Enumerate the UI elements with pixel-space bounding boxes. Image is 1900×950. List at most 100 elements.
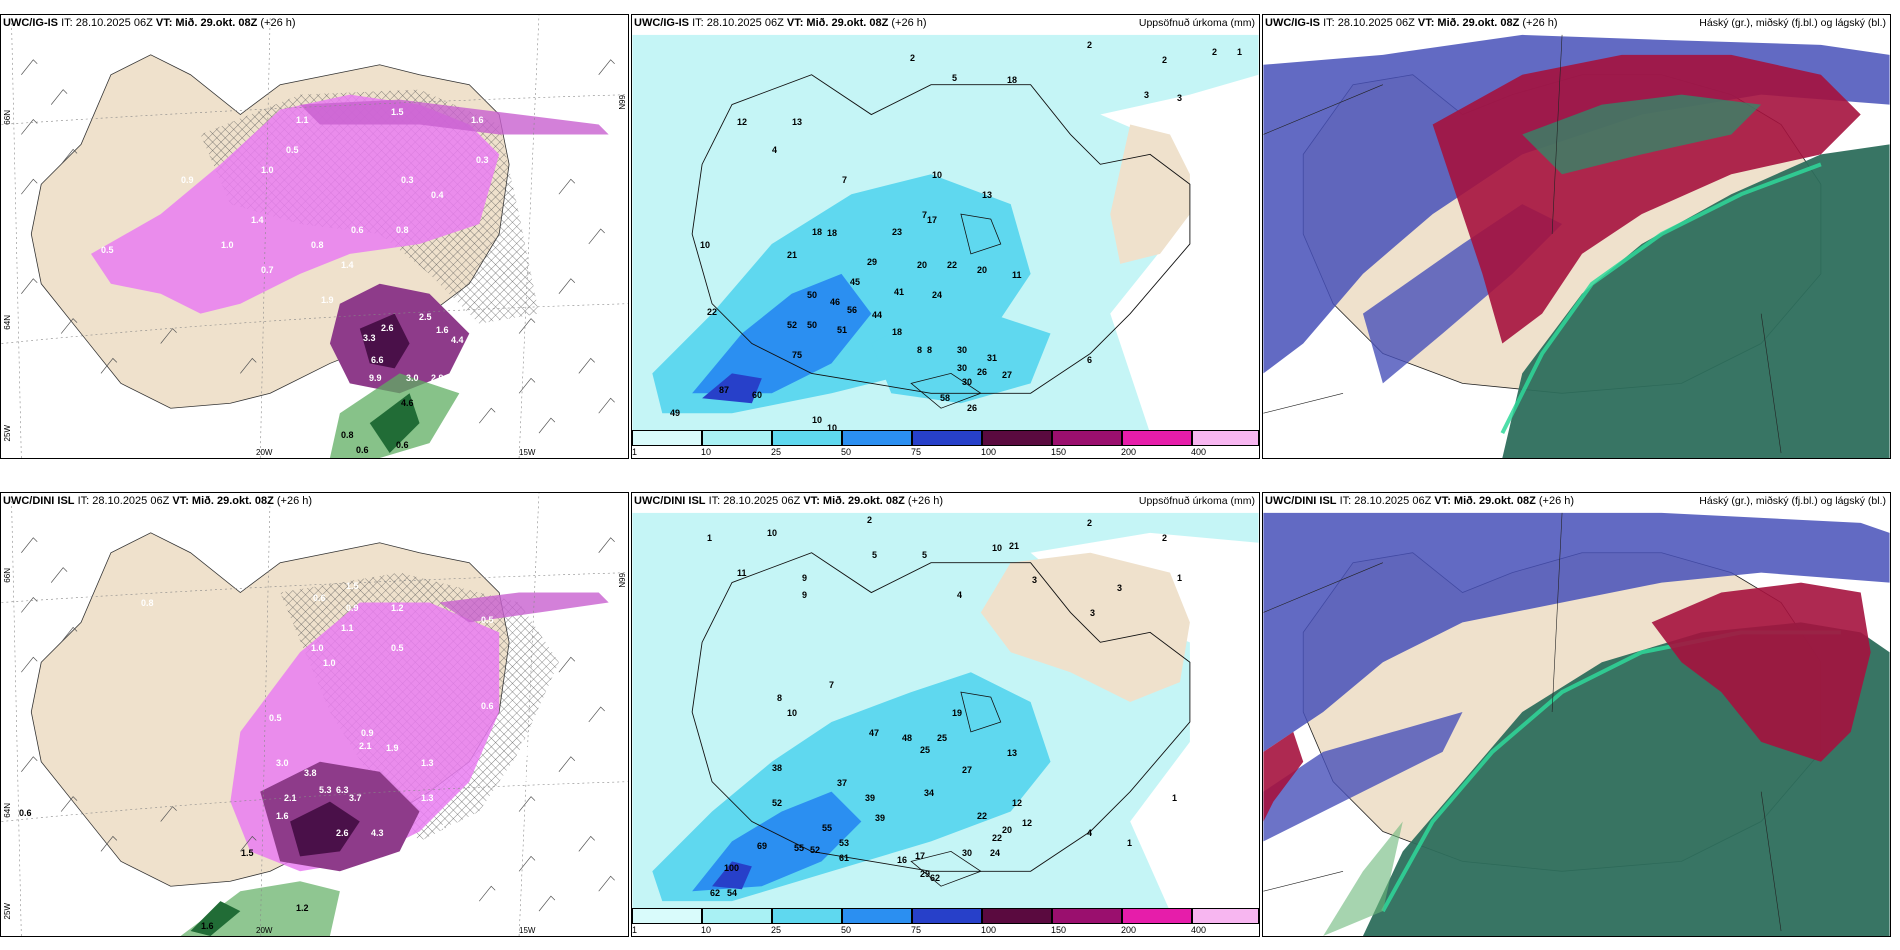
value-label: 0.4 bbox=[431, 190, 444, 200]
valid-time: VT: Mið. 29.okt. 08Z bbox=[803, 495, 905, 507]
value-label: 0.3 bbox=[516, 773, 529, 783]
panel-ig-accum-precip: UWC/IG-IS IT: 28.10.2025 06Z VT: Mið. 29… bbox=[631, 14, 1260, 459]
value-label: 2.6 bbox=[336, 828, 349, 838]
value-label: 21 bbox=[787, 250, 798, 260]
value-label: 41 bbox=[894, 287, 905, 297]
value-label: 6.3 bbox=[336, 785, 349, 795]
value-label: 39 bbox=[865, 793, 876, 803]
mid-cloud-area bbox=[1502, 144, 1890, 458]
value-label: 0.8 bbox=[341, 430, 354, 440]
colorbar: 1 10 25 50 75 100 150 200 400 bbox=[632, 430, 1259, 458]
mid-cloud-streak bbox=[1522, 94, 1762, 175]
value-label: 4 bbox=[957, 590, 963, 600]
valid-time: VT: Mið. 29.okt. 08Z bbox=[1417, 17, 1520, 29]
glacier-outline-2 bbox=[910, 372, 982, 409]
value-label: 18 bbox=[827, 228, 838, 238]
model-label: UWC/IG-IS bbox=[1265, 17, 1320, 29]
value-label: 5 bbox=[872, 550, 878, 560]
value-label: 19 bbox=[952, 708, 963, 718]
value-label: 3.7 bbox=[349, 793, 362, 803]
value-label: 10 bbox=[700, 240, 711, 250]
value-label: 37 bbox=[837, 778, 848, 788]
colorbar-tick: 25 bbox=[771, 925, 782, 935]
model-label: UWC/DINI ISL bbox=[1265, 495, 1337, 507]
panel-header: UWC/IG-IS IT: 28.10.2025 06Z VT: Mið. 29… bbox=[634, 17, 1255, 33]
value-label: 2.1 bbox=[429, 838, 442, 848]
value-label: 2 bbox=[910, 53, 916, 63]
precip-75-area bbox=[702, 373, 762, 404]
colorbar-tick: 75 bbox=[911, 925, 922, 935]
colorbar-tick: 1 bbox=[632, 925, 638, 935]
init-time: IT: 28.10.2025 06Z bbox=[61, 17, 153, 29]
colorbar-swatch bbox=[772, 908, 842, 924]
init-time: IT: 28.10.2025 06Z bbox=[77, 495, 170, 507]
value-label: 1.6 bbox=[276, 811, 289, 821]
value-label: 1 bbox=[1177, 573, 1183, 583]
value-label: 9 bbox=[802, 590, 808, 600]
value-label: 3 bbox=[1177, 93, 1183, 103]
value-label: 0.8 bbox=[396, 225, 409, 235]
dry-area bbox=[1030, 532, 1259, 912]
init-time: IT: 28.10.2025 06Z bbox=[692, 17, 784, 29]
panel-dini-accum-precip: UWC/DINI ISL IT: 28.10.2025 06Z VT: Mið.… bbox=[631, 492, 1260, 937]
value-label: 0.6 bbox=[481, 701, 494, 711]
value-label: 5 bbox=[922, 550, 928, 560]
value-label: 30 bbox=[962, 848, 973, 858]
panel-subtitle: Uppsöfnuð úrkoma (mm) bbox=[1138, 17, 1255, 29]
value-label: 0.6 bbox=[396, 440, 409, 450]
colorbar-swatch bbox=[1122, 430, 1192, 446]
lon-label: 15W bbox=[519, 448, 536, 457]
value-label: 0.3 bbox=[401, 175, 414, 185]
value-label: 0.7 bbox=[261, 265, 274, 275]
high-cloud-area bbox=[1432, 54, 1861, 344]
valid-time: VT: Mið. 29.okt. 08Z bbox=[1434, 495, 1536, 507]
value-label: 87 bbox=[719, 385, 730, 395]
gridlines bbox=[1, 493, 628, 936]
lon-label: 25W bbox=[3, 903, 12, 920]
colorbar-tick: 1 bbox=[632, 447, 638, 457]
colorbar-tick: 400 bbox=[1191, 925, 1207, 935]
value-label: 1 bbox=[1127, 838, 1133, 848]
colorbar-swatch bbox=[842, 430, 912, 446]
value-label: 1.6 bbox=[436, 325, 449, 335]
precip-rate-map bbox=[1, 15, 628, 458]
value-label: 0.6 bbox=[351, 225, 364, 235]
lead-time: (+26 h) bbox=[907, 495, 944, 507]
value-label: 2 bbox=[867, 515, 873, 525]
value-label: 1.4 bbox=[251, 215, 264, 225]
value-label: 1.6 bbox=[471, 115, 484, 125]
value-label: 0.6 bbox=[19, 808, 32, 818]
value-label: 50 bbox=[807, 290, 818, 300]
lon-label: 15W bbox=[519, 926, 536, 935]
value-label: 75 bbox=[792, 350, 803, 360]
colorbar-tick: 50 bbox=[841, 447, 852, 457]
value-label: 26 bbox=[977, 367, 988, 377]
value-label: 52 bbox=[772, 798, 783, 808]
colorbar-swatch bbox=[702, 430, 772, 446]
model-label: UWC/DINI ISL bbox=[634, 495, 706, 507]
value-label: 8 bbox=[777, 693, 783, 703]
value-label: 4.6 bbox=[401, 398, 414, 408]
panel-header: UWC/IG-IS IT: 28.10.2025 06Z VT: Mið. 29… bbox=[3, 17, 624, 33]
value-label: 16 bbox=[897, 855, 908, 865]
value-label: 1.0 bbox=[311, 643, 324, 653]
mid-cloud-edge bbox=[1500, 162, 1822, 435]
value-label: 52 bbox=[787, 320, 798, 330]
colorbar-tick: 400 bbox=[1191, 447, 1207, 457]
value-label: 62 bbox=[930, 873, 941, 883]
value-label: 4.3 bbox=[371, 828, 384, 838]
colorbar-tick: 100 bbox=[981, 447, 997, 457]
colorbar-tick: 10 bbox=[701, 925, 712, 935]
value-label: 1.0 bbox=[323, 658, 336, 668]
lat-label: 66N bbox=[617, 95, 626, 110]
glacier-outline bbox=[960, 691, 1002, 733]
colorbar-tick: 200 bbox=[1121, 447, 1137, 457]
value-label: 2 bbox=[1087, 40, 1093, 50]
green-precip-dark bbox=[369, 393, 420, 454]
value-label: 3.3 bbox=[363, 333, 376, 343]
colorbar-tick: 200 bbox=[1121, 925, 1137, 935]
value-label: 0.3 bbox=[549, 295, 562, 305]
value-label: 31 bbox=[987, 353, 998, 363]
precip-pink-band bbox=[300, 99, 609, 135]
value-label: 47 bbox=[869, 728, 880, 738]
